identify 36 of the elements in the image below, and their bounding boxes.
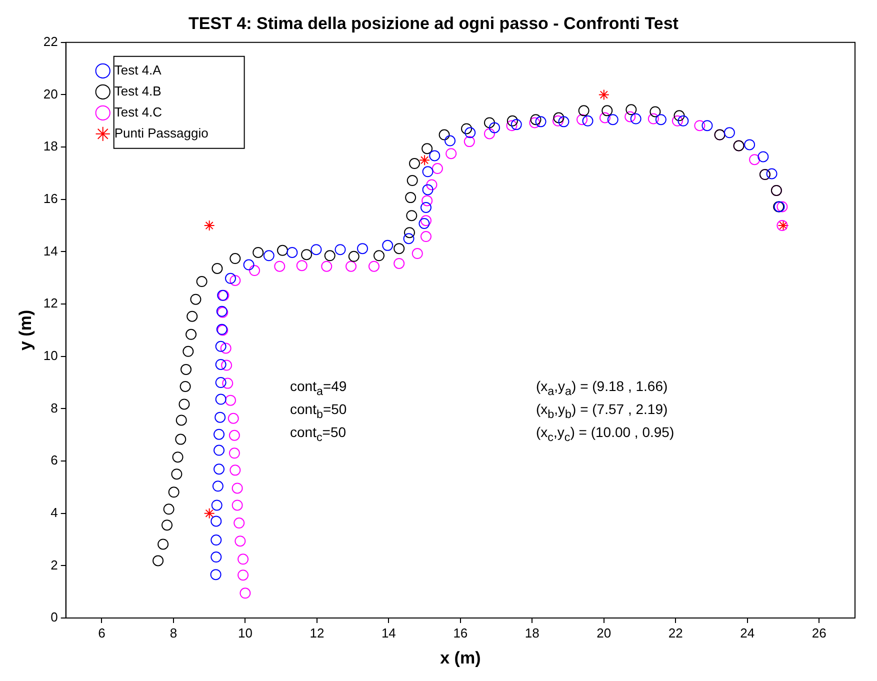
legend-label: Test 4.A bbox=[114, 62, 162, 78]
x-tick-label: 24 bbox=[740, 625, 755, 640]
legend-label: Punti Passaggio bbox=[114, 125, 208, 140]
x-tick-label: 16 bbox=[453, 625, 468, 640]
annotation: (x$_{b}$,y$_{b}$) = (7.57 , 2.19) bbox=[536, 401, 668, 421]
annotation: cont$_{a}$=49 bbox=[290, 378, 347, 398]
y-axis-title: y (m) bbox=[16, 310, 35, 351]
x-tick-label: 12 bbox=[310, 625, 324, 640]
y-tick-label: 4 bbox=[50, 504, 58, 520]
y-tick-label: 22 bbox=[43, 34, 58, 49]
legend-label: Test 4.B bbox=[114, 83, 162, 98]
y-tick-label: 0 bbox=[50, 610, 58, 625]
y-tick-label: 20 bbox=[43, 86, 58, 102]
annotation: cont$_{c}$=50 bbox=[290, 424, 346, 444]
x-tick-label: 26 bbox=[812, 625, 826, 640]
y-tick-label: 6 bbox=[50, 452, 58, 468]
y-tick-label: 10 bbox=[43, 348, 58, 363]
x-tick-label: 10 bbox=[238, 625, 252, 640]
x-tick-label: 8 bbox=[170, 625, 178, 640]
annotation: cont$_{b}$=50 bbox=[290, 401, 347, 421]
y-tick-label: 18 bbox=[43, 138, 58, 154]
x-tick-label: 6 bbox=[98, 625, 106, 640]
y-tick-label: 2 bbox=[50, 557, 58, 572]
legend-label: Test 4.C bbox=[114, 104, 162, 120]
x-tick-label: 20 bbox=[596, 625, 612, 640]
x-tick-label: 22 bbox=[668, 625, 683, 640]
x-tick-label: 18 bbox=[524, 625, 540, 640]
y-tick-label: 14 bbox=[43, 243, 58, 258]
annotation: (x$_{c}$,y$_{c}$) = (10.00 , 0.95) bbox=[536, 424, 674, 444]
annotation: (x$_{a}$,y$_{a}$) = (9.18 , 1.66) bbox=[536, 378, 668, 398]
y-tick-label: 12 bbox=[43, 296, 58, 311]
y-tick-label: 16 bbox=[43, 190, 58, 206]
y-tick-label: 8 bbox=[50, 400, 58, 416]
x-axis-title: x (m) bbox=[440, 648, 481, 668]
x-tick-label: 14 bbox=[381, 625, 396, 640]
chart-title: TEST 4: Stima della posizione ad ogni passo - Confronti Test bbox=[188, 14, 679, 33]
